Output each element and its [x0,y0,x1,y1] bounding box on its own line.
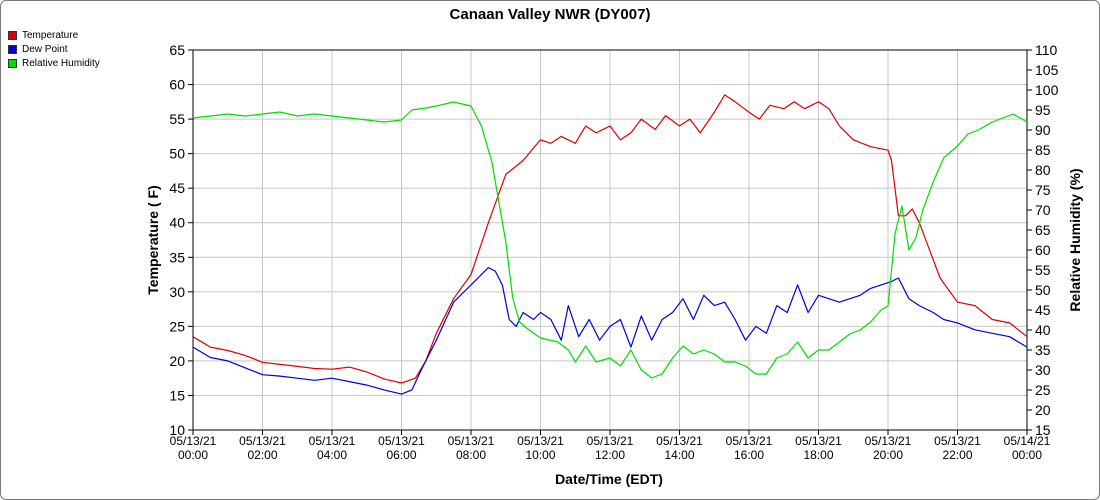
x-tick-date: 05/13/21 [378,434,425,448]
x-tick-time: 10:00 [525,448,555,462]
x-tick-time: 14:00 [664,448,694,462]
x-tick-time: 20:00 [873,448,903,462]
x-tick-date: 05/13/21 [656,434,703,448]
y-tick-label: 55 [169,111,185,127]
y2-tick-label: 15 [1035,422,1051,438]
legend-item-temperature: Temperature [8,28,100,42]
x-tick-date: 05/13/21 [795,434,842,448]
y2-tick-label: 20 [1035,402,1051,418]
y2-tick-label: 85 [1035,142,1051,158]
y2-tick-label: 35 [1035,342,1051,358]
x-tick-time: 12:00 [595,448,625,462]
y-axis-label: Temperature ( F) [145,185,161,294]
y2-tick-label: 80 [1035,162,1051,178]
x-tick-time: 00:00 [178,448,208,462]
legend-item-dew-point: Dew Point [8,42,100,56]
y-tick-label: 25 [169,318,185,334]
y2-tick-label: 100 [1035,82,1059,98]
x-tick-time: 18:00 [803,448,833,462]
x-tick-date: 05/13/21 [726,434,773,448]
y2-axis-label: Relative Humidity (%) [1067,168,1083,311]
y2-tick-label: 105 [1035,62,1059,78]
y-tick-label: 40 [169,215,185,231]
legend-label: Dew Point [22,43,68,55]
legend-swatch [8,44,17,54]
y-tick-label: 15 [169,387,185,403]
x-tick-date: 05/13/21 [587,434,634,448]
y2-tick-label: 70 [1035,202,1051,218]
y-tick-label: 30 [169,284,185,300]
y2-tick-label: 110 [1035,42,1058,58]
y-axis-left: 10 15 20 25 30 35 40 45 50 55 60 65 [169,42,193,438]
x-tick-date: 05/13/21 [517,434,564,448]
chart-title: Canaan Valley NWR (DY007) [450,6,651,23]
y2-tick-label: 40 [1035,322,1051,338]
legend-item-relative-humidity: Relative Humidity [8,56,100,70]
x-tick-date: 05/13/21 [448,434,495,448]
y-tick-label: 10 [169,422,185,438]
x-tick-time: 00:00 [1012,448,1042,462]
y2-tick-label: 95 [1035,102,1051,118]
y2-tick-label: 60 [1035,242,1051,258]
legend-label: Relative Humidity [22,57,100,69]
y2-tick-label: 45 [1035,302,1051,318]
grid [192,49,1028,431]
y-tick-label: 65 [169,42,185,58]
legend: Temperature Dew Point Relative Humidity [8,28,100,70]
x-tick-time: 06:00 [386,448,416,462]
y-tick-label: 20 [169,353,185,369]
series-line-dew-point [192,267,1028,395]
x-tick-time: 04:00 [317,448,347,462]
y-tick-label: 50 [169,146,185,162]
legend-label: Temperature [22,29,79,41]
y2-tick-label: 25 [1035,382,1051,398]
x-tick-date: 05/14/21 [1004,434,1051,448]
legend-swatch [8,58,17,68]
legend-swatch [8,30,17,40]
y-tick-label: 35 [169,249,185,265]
y2-tick-label: 30 [1035,362,1051,378]
x-tick-date: 05/13/21 [309,434,356,448]
series-line-temperature [192,94,1028,384]
series-layer [192,94,1028,395]
x-tick-time: 22:00 [942,448,972,462]
y2-tick-label: 65 [1035,222,1051,238]
y2-tick-label: 55 [1035,262,1051,278]
x-tick-time: 16:00 [734,448,764,462]
x-tick-date: 05/13/21 [865,434,912,448]
x-tick-date: 05/13/21 [239,434,286,448]
x-axis-label: Date/Time (EDT) [555,471,663,487]
y2-tick-label: 50 [1035,282,1051,298]
x-tick-date: 05/13/21 [934,434,981,448]
y-tick-label: 45 [169,180,185,196]
y-tick-label: 60 [169,77,185,93]
x-tick-date: 05/13/21 [170,434,217,448]
x-tick-time: 02:00 [247,448,277,462]
x-axis: 05/13/2100:0005/13/2102:0005/13/2104:000… [170,430,1051,462]
x-tick-time: 08:00 [456,448,486,462]
y2-tick-label: 90 [1035,122,1051,138]
y2-tick-label: 75 [1035,182,1051,198]
series-line-relative-humidity [192,101,1028,379]
y-axis-right: 15 20 25 30 35 40 45 50 55 60 65 70 75 80 85 90 95 100 105… [1027,42,1059,438]
